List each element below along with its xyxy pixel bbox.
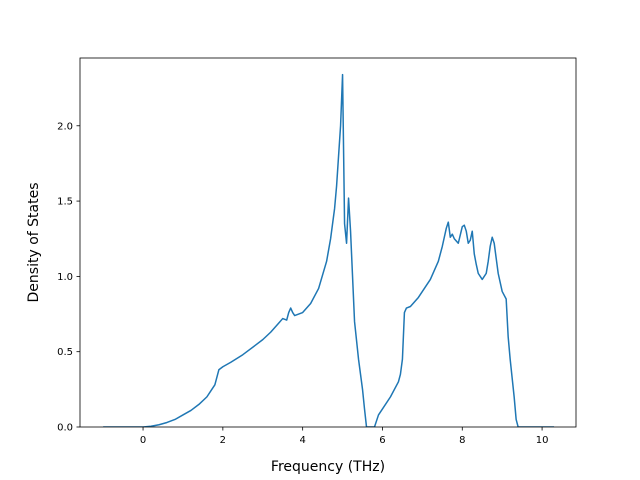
plot-area bbox=[103, 73, 555, 427]
x-tick-label: 2 bbox=[220, 435, 226, 446]
x-axis-label: Frequency (THz) bbox=[271, 459, 385, 475]
dos-series-line bbox=[103, 73, 555, 427]
x-tick-label: 6 bbox=[379, 435, 385, 446]
y-tick-label: 0.0 bbox=[57, 423, 73, 434]
x-tick-label: 0 bbox=[140, 435, 146, 446]
x-tick-label: 8 bbox=[459, 435, 465, 446]
y-tick-label: 1.0 bbox=[57, 272, 73, 283]
y-tick-label: 0.5 bbox=[57, 347, 73, 358]
y-tick-label: 2.0 bbox=[57, 121, 73, 132]
y-tick-label: 1.5 bbox=[57, 197, 73, 208]
y-axis-label: Density of States bbox=[26, 183, 42, 303]
x-tick-label: 10 bbox=[536, 435, 549, 446]
axes-frame bbox=[79, 57, 577, 428]
ticks: 0 2 4 6 8 10 0.0 0.5 1.0 1.5 2.0 bbox=[57, 121, 548, 446]
x-tick-label: 4 bbox=[299, 435, 305, 446]
